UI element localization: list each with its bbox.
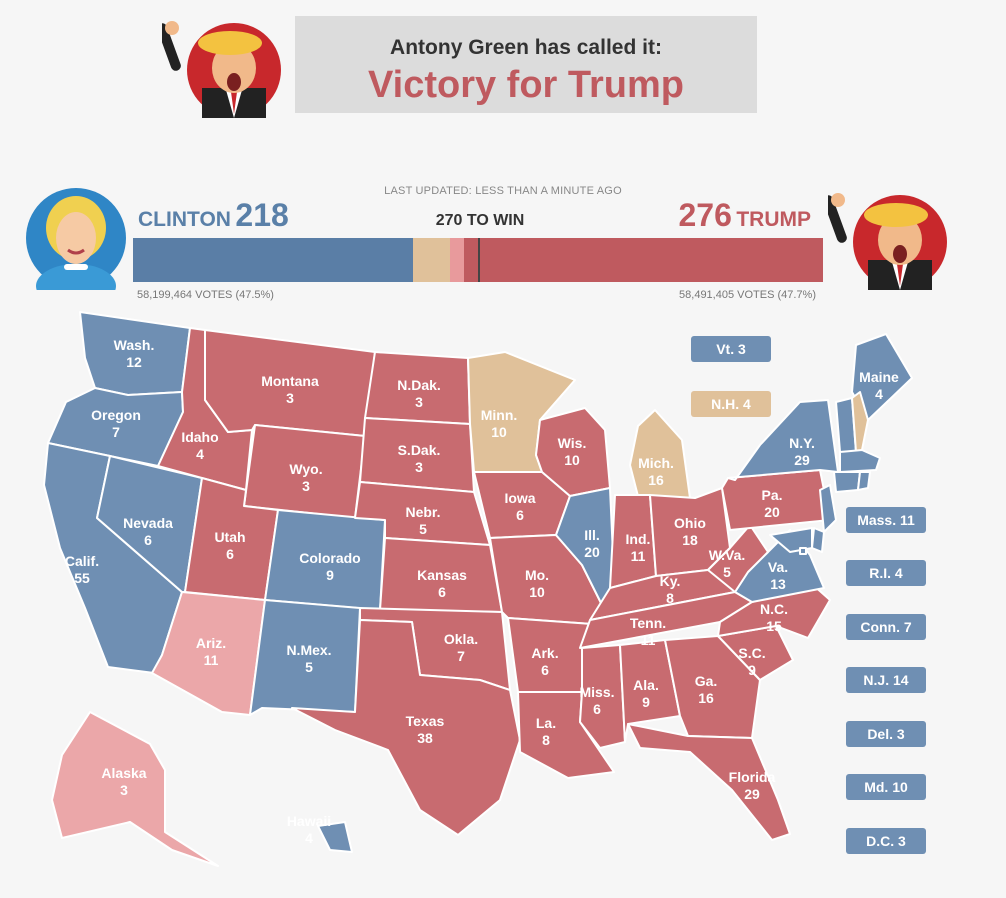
state-label-id: Idaho 4 [181,429,218,462]
state-label-hi: Hawaii 4 [287,813,331,846]
state-box-ri[interactable]: R.I. 4 [846,560,926,586]
state-fl[interactable] [627,723,791,841]
headline-subtitle: Antony Green has called it: [390,36,662,59]
state-box-de[interactable]: Del. 3 [846,721,926,747]
state-label-oh: Ohio 18 [674,515,706,548]
electoral-vote-bar [133,238,823,282]
bar-segment-tossup [412,238,450,282]
state-label-wa: Wash. 12 [114,337,155,370]
state-box-dc[interactable]: D.C. 3 [846,828,926,854]
state-label-az: Ariz. 11 [196,635,226,668]
270-threshold-marker [478,238,481,282]
state-label-ms: Miss. 6 [579,684,614,717]
state-label-nd: N.Dak. 3 [397,377,441,410]
to-win-label: 270 TO WIN [435,212,525,229]
state-box-nj[interactable]: N.J. 14 [846,667,926,693]
state-me[interactable] [851,333,913,421]
clinton-caricature-icon [26,188,126,290]
state-label-me: Maine 4 [859,369,899,402]
state-label-ks: Kansas 6 [417,567,467,600]
state-label-ut: Utah 6 [214,529,245,562]
trump-caricature-icon [162,21,281,118]
trump-electoral-votes: 276 [678,197,732,233]
state-label-tn: Tenn. 11 [630,615,666,648]
state-label-co: Colorado 9 [299,550,360,583]
state-label-tx: Texas 38 [406,713,445,746]
trump-popular-votes: 58,491,405 VOTES (47.7%) [679,289,816,301]
state-label-la: La. 8 [536,715,556,748]
state-md[interactable] [769,527,813,553]
state-label-ak: Alaska 3 [101,765,146,798]
state-al[interactable] [619,639,681,743]
state-box-ma[interactable]: Mass. 11 [846,507,926,533]
state-label-or: Oregon 7 [91,407,141,440]
clinton-electoral-votes: 218 [235,197,289,233]
state-label-nv: Nevada 6 [123,515,173,548]
trump-tally: 276 TRUMP [678,197,811,234]
state-label-nm: N.Mex. 5 [286,642,331,675]
clinton-tally: CLINTON 218 [138,197,289,234]
state-label-sd: S.Dak. 3 [398,442,441,475]
trump-caricature-icon [828,193,947,290]
state-label-mt: Montana 3 [261,373,319,406]
state-ak[interactable] [51,711,219,867]
state-label-wi: Wis. 10 [558,435,587,468]
state-label-fl: Florida 29 [729,769,776,802]
state-label-ky: Ky. 8 [660,573,681,606]
state-label-ny: N.Y. 29 [789,435,815,468]
state-hi[interactable] [317,821,353,853]
state-ny[interactable] [727,399,839,481]
state-box-vt[interactable]: Vt. 3 [691,336,771,362]
clinton-name: CLINTON [138,208,231,231]
state-label-va: Va. 13 [768,559,788,592]
state-label-ia: Iowa 6 [504,490,535,523]
state-label-in: Ind. 11 [626,531,651,564]
state-box-ct[interactable]: Conn. 7 [846,614,926,640]
clinton-popular-votes: 58,199,464 VOTES (47.5%) [137,289,274,301]
bar-segment-rep [463,238,823,282]
state-box-nh[interactable]: N.H. 4 [691,391,771,417]
state-label-wv: W.Va. 5 [709,547,746,580]
state-nh[interactable] [851,391,869,453]
state-label-ca: Calif. 55 [65,553,99,586]
headline-title: Victory for Trump [367,64,685,106]
state-dc[interactable] [799,547,807,555]
state-label-mn: Minn. 10 [481,407,518,440]
state-label-nc: N.C. 15 [760,601,788,634]
last-updated-text: LAST UPDATED: LESS THAN A MINUTE AGO [384,185,622,197]
bar-segment-lean_rep [449,238,464,282]
state-tx[interactable] [291,619,521,836]
state-label-pa: Pa. 20 [761,487,782,520]
trump-name: TRUMP [736,208,811,231]
state-label-mi: Mich. 16 [638,455,674,488]
state-label-ne: Nebr. 5 [405,504,440,537]
state-label-mo: Mo. 10 [525,567,549,600]
state-label-il: Ill. 20 [584,527,600,560]
headline-banner: Antony Green has called it: Victory for … [295,16,757,113]
state-ri[interactable] [857,471,871,491]
state-de[interactable] [811,527,825,553]
state-label-ar: Ark. 6 [531,645,558,678]
state-wv[interactable] [707,524,769,593]
state-label-wy: Wyo. 3 [289,461,322,494]
bar-segment-dem [133,238,413,282]
state-nj[interactable] [819,484,837,533]
state-ct[interactable] [833,471,861,493]
state-label-ga: Ga. 16 [695,673,718,706]
state-box-md[interactable]: Md. 10 [846,774,926,800]
state-label-ok: Okla. 7 [444,631,478,664]
state-label-sc: S.C. 9 [738,645,765,678]
state-label-al: Ala. 9 [633,677,659,710]
state-ma[interactable] [839,449,881,473]
